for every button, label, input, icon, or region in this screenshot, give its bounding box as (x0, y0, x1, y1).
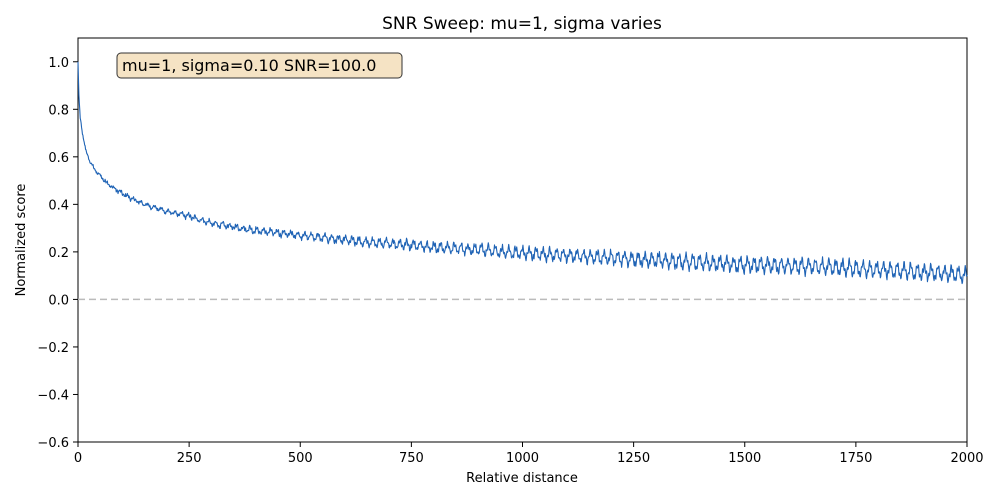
y-tick-label: 0.8 (48, 103, 69, 118)
x-tick-label: 0 (74, 451, 82, 466)
y-tick-label: −0.2 (37, 341, 69, 356)
x-tick-label: 250 (177, 451, 202, 466)
chart-title: SNR Sweep: mu=1, sigma varies (382, 14, 662, 34)
annotation-box: mu=1, sigma=0.10 SNR=100.0 (116, 52, 403, 79)
x-tick-label: 1750 (839, 451, 872, 466)
annotation-background (116, 52, 403, 79)
y-tick-label: −0.4 (37, 388, 69, 403)
x-tick-label: 1250 (617, 451, 650, 466)
y-tick-label: 1.0 (48, 56, 69, 71)
x-axis-label: Relative distance (466, 471, 578, 486)
annotation-text: mu=1, sigma=0.10 SNR=100.0 (122, 56, 376, 75)
plot-frame (77, 37, 968, 443)
y-tick-label: 0.4 (48, 198, 69, 213)
y-tick-label: −0.6 (37, 436, 69, 451)
x-tick-label: 1000 (506, 451, 539, 466)
series-line (77, 61, 968, 285)
x-axis: 0 250 500 750 1000 1250 1500 1750 2000 (74, 442, 984, 466)
x-tick-label: 2000 (950, 451, 983, 466)
y-tick-label: 0.2 (48, 246, 69, 261)
y-axis-label: Normalized score (14, 184, 29, 297)
y-tick-label: 0.6 (48, 151, 69, 166)
y-tick-label: 0.0 (48, 293, 69, 308)
plot-area (77, 37, 968, 443)
x-tick-label: 500 (288, 451, 313, 466)
x-tick-label: 750 (399, 451, 424, 466)
y-axis: −0.6 −0.4 −0.2 0.0 0.2 0.4 0.6 0.8 1.0 (37, 56, 78, 451)
x-tick-label: 1500 (728, 451, 761, 466)
